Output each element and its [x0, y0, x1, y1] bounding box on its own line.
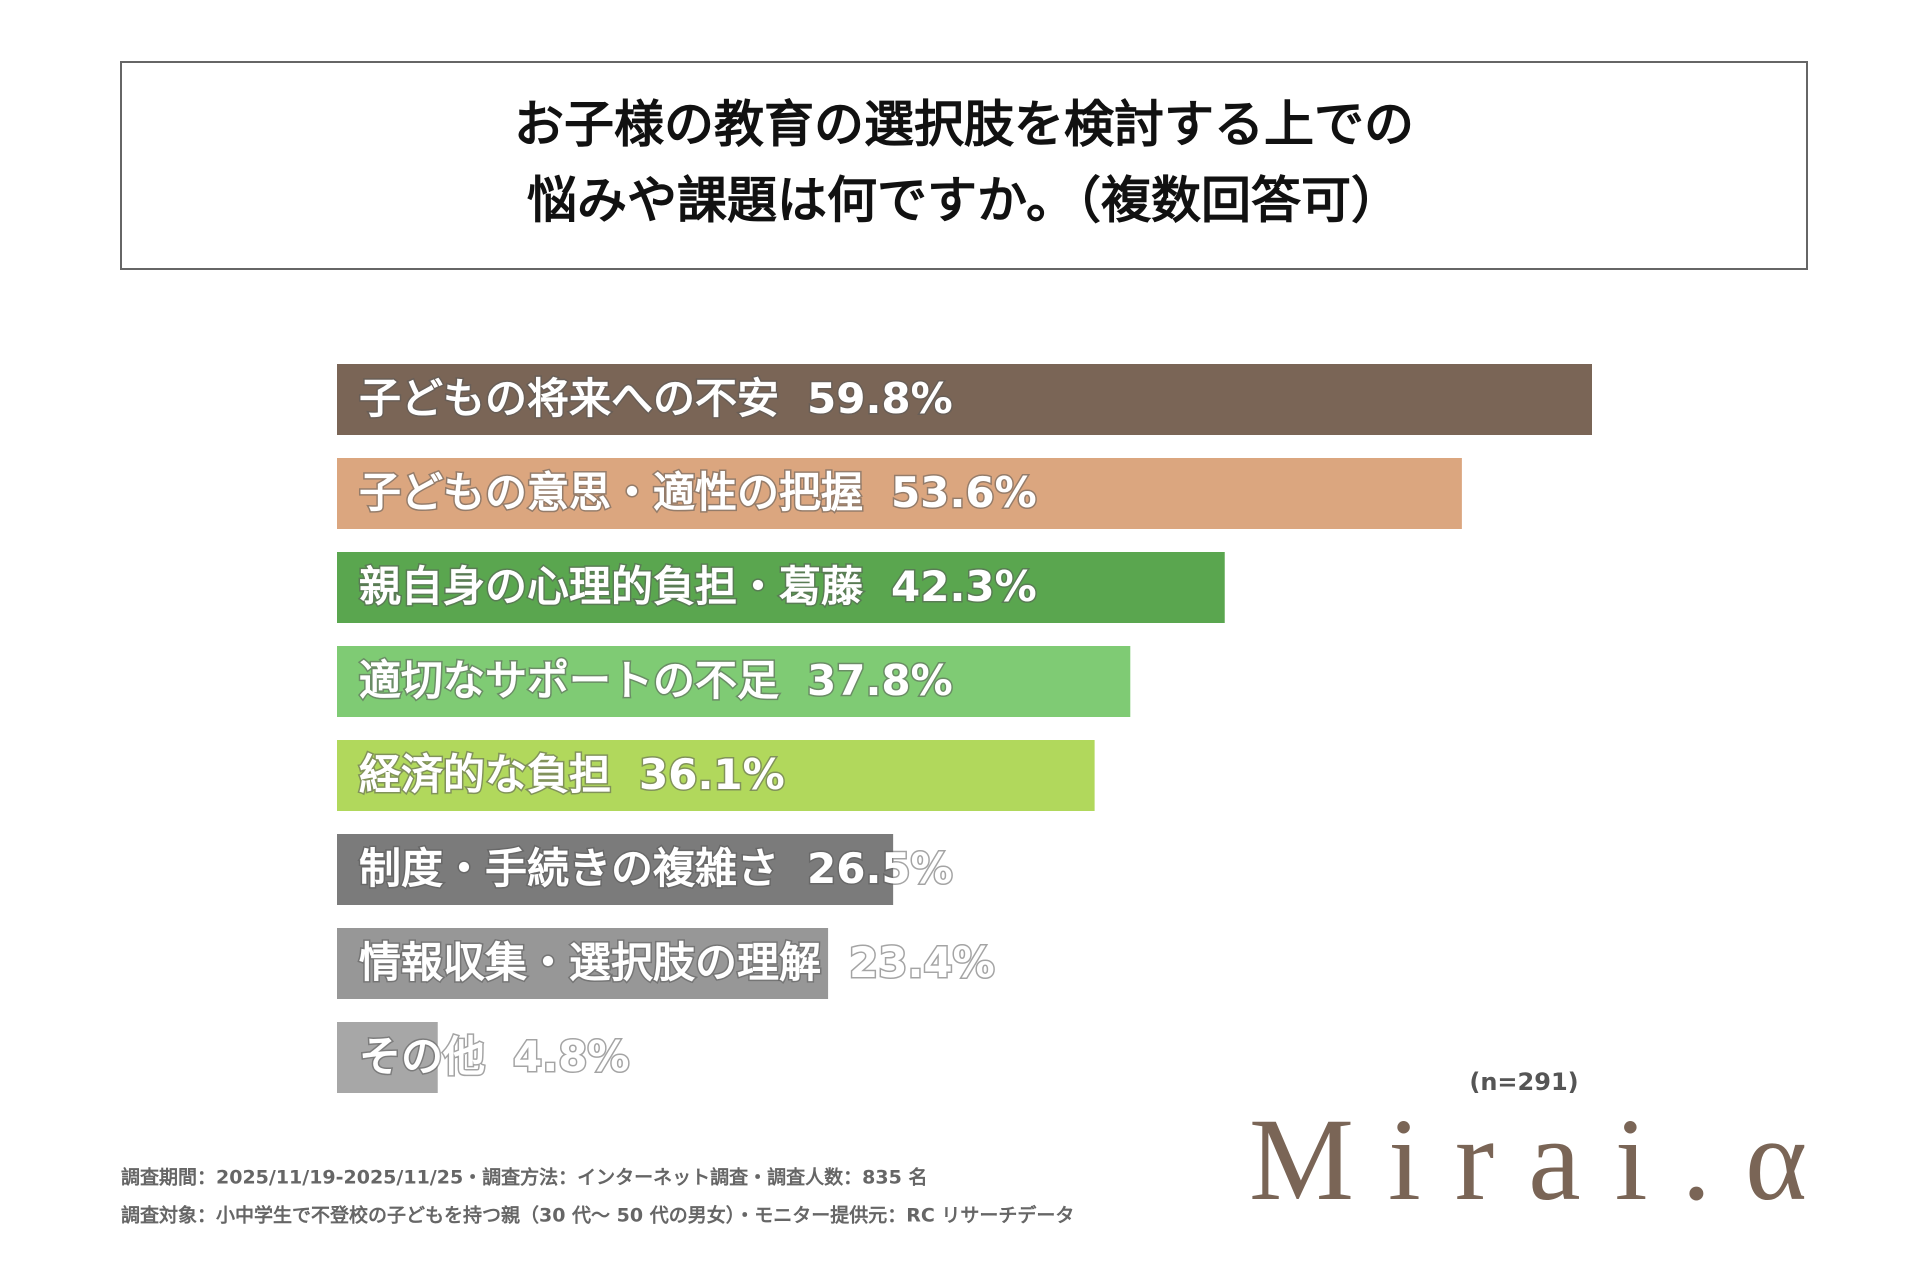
bar-label: その他	[359, 1032, 485, 1081]
bar-label: 経済的な負担	[359, 750, 611, 799]
chart-title: 悩みや課題は何ですか。（複数回答可）	[527, 172, 1401, 230]
value-label: 59.8%	[807, 374, 953, 423]
value-label: 53.6%	[891, 468, 1037, 517]
footnote: 調査期間：2025/11/19-2025/11/25・調査方法：インターネット調…	[121, 1166, 927, 1189]
logo: Mirai.α	[1249, 1094, 1807, 1225]
bar	[337, 364, 1592, 435]
value-label: 42.3%	[891, 562, 1037, 611]
bar-label: 適切なサポートの不足	[359, 656, 779, 705]
bar	[337, 740, 1095, 811]
bar-label: 親自身の心理的負担・葛藤	[359, 562, 863, 611]
title-box	[120, 61, 1808, 270]
bar-label: 子どもの将来への不安	[359, 374, 779, 423]
footnote: 調査対象：小中学生で不登校の子どもを持つ親（30 代〜 50 代の男女）・モニタ…	[121, 1204, 1074, 1227]
chart-title: お子様の教育の選択肢を検討する上での	[514, 96, 1414, 154]
bar	[337, 552, 1225, 623]
bar	[337, 928, 829, 999]
bar	[337, 646, 1131, 717]
value-label: 36.1%	[639, 750, 785, 799]
value-label: 26.5%	[807, 844, 953, 893]
value-label: 23.4%	[849, 938, 995, 987]
value-label: 4.8%	[513, 1032, 629, 1081]
sample-note: (n=291)	[1469, 1068, 1578, 1096]
value-label: 37.8%	[807, 656, 953, 705]
bar-label: 子どもの意思・適性の把握	[359, 468, 863, 517]
bar-label: 情報収集・選択肢の理解	[359, 938, 821, 987]
bar	[337, 834, 894, 905]
bar	[337, 458, 1462, 529]
bar	[337, 1022, 438, 1093]
bar-label: 制度・手続きの複雑さ	[359, 844, 779, 893]
